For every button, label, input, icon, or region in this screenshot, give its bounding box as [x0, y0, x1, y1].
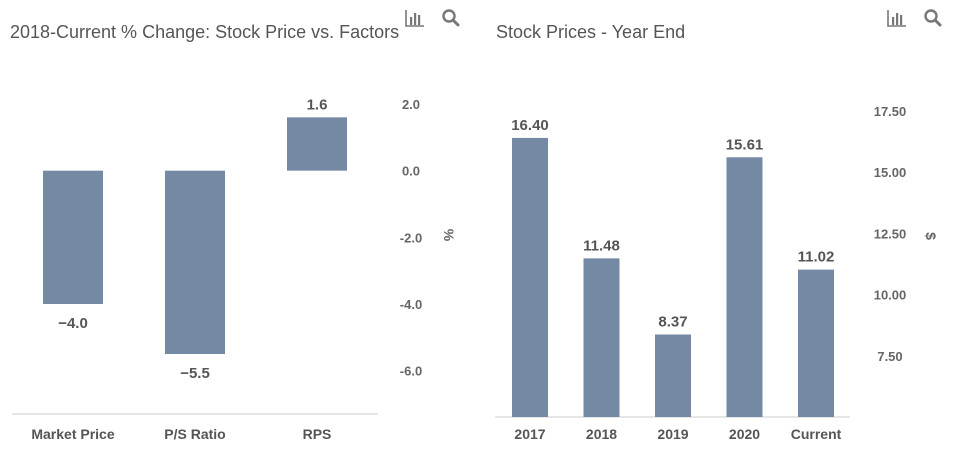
bar-p-s-ratio[interactable] — [165, 170, 225, 354]
y-axis-title: $ — [923, 232, 939, 240]
y-tick-label: 10.00 — [874, 288, 907, 303]
bar-2018[interactable] — [583, 258, 620, 417]
data-label: 11.48 — [583, 237, 620, 254]
category-label: RPS — [303, 426, 332, 442]
y-tick-label: 0.0 — [402, 164, 420, 179]
bar-chart-percent-change: −4.0 Market Price −5.5 P/S Ratio 1.6 RPS 2.0 0.… — [12, 96, 457, 442]
category-label: 2020 — [729, 426, 760, 442]
data-label: 8.37 — [658, 314, 687, 331]
y-tick-label: -6.0 — [400, 364, 422, 379]
category-label: Market Price — [31, 426, 114, 442]
category-label: 2018 — [586, 426, 617, 442]
data-label: −4.0 — [58, 315, 88, 332]
chart-title: 2018-Current % Change: Stock Price vs. F… — [10, 22, 400, 42]
y-axis-title: % — [441, 229, 457, 242]
bar-rps[interactable] — [287, 117, 347, 171]
y-tick-label: 7.50 — [877, 349, 902, 364]
bar-chart-icon[interactable] — [886, 8, 908, 28]
bar-2020[interactable] — [726, 157, 763, 417]
data-label: 15.61 — [726, 136, 764, 153]
bar-chart-icon[interactable] — [404, 8, 426, 28]
y-tick-label: 12.50 — [874, 226, 907, 241]
data-label: 1.6 — [307, 96, 328, 113]
y-tick-label: -2.0 — [400, 230, 422, 245]
chart-panel-stock-prices: Stock Prices - Year End 16.40 2017 11.48 20… — [480, 0, 958, 468]
data-label: −5.5 — [180, 365, 210, 382]
search-icon[interactable] — [440, 8, 462, 28]
bar-2019[interactable] — [655, 334, 691, 417]
category-label: 2019 — [657, 426, 688, 442]
chart-title: Stock Prices - Year End — [496, 22, 686, 42]
data-label: 11.02 — [798, 249, 835, 266]
chart-toolbar — [886, 8, 944, 28]
bar-current[interactable] — [798, 269, 834, 417]
chart-toolbar — [404, 8, 462, 28]
y-tick-label: 15.00 — [874, 165, 907, 180]
y-tick-label: -4.0 — [400, 297, 422, 312]
search-icon[interactable] — [922, 8, 944, 28]
bar-chart-stock-prices: 16.40 2017 11.48 2018 8.37 2019 15.61 2020 11.02… — [495, 104, 939, 442]
bar-2017[interactable] — [512, 137, 548, 418]
category-label: P/S Ratio — [164, 426, 225, 442]
y-tick-label: 2.0 — [402, 97, 420, 112]
y-tick-label: 17.50 — [874, 104, 907, 119]
data-label: 16.40 — [511, 117, 549, 134]
category-label: 2017 — [514, 426, 545, 442]
category-label: Current — [791, 426, 842, 442]
bar-market-price[interactable] — [43, 170, 103, 304]
chart-panel-percent-change: 2018-Current % Change: Stock Price vs. F… — [10, 8, 462, 442]
